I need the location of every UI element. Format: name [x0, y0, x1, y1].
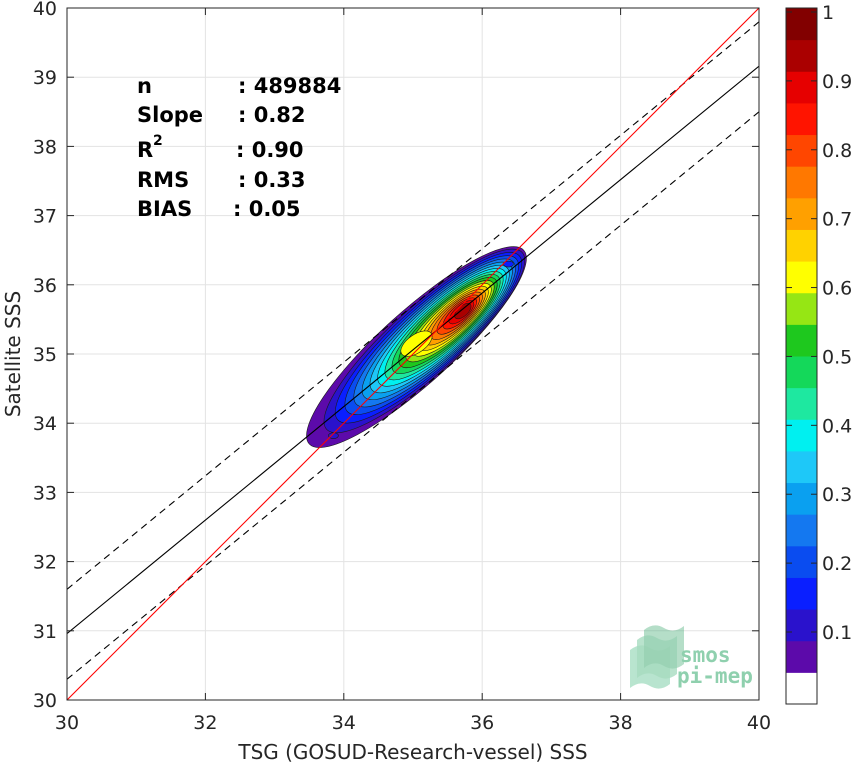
grid	[66, 7, 760, 701]
stat-value-n: : 489884	[238, 74, 341, 98]
colorbar-segment	[786, 197, 817, 230]
y-tick-label: 37	[33, 206, 57, 228]
stat-value-r2: : 0.90	[236, 138, 304, 162]
colorbar-segment	[786, 292, 817, 325]
x-tick-label: 36	[470, 712, 494, 734]
stat-key-rms: RMS	[137, 168, 189, 192]
density-small-blob	[328, 432, 339, 439]
colorbar-tick-label: 1	[822, 2, 834, 24]
y-tick-label: 34	[33, 413, 57, 435]
x-axis-ticks: 30 32 34 36 38 40	[55, 8, 771, 734]
colorbar-segment	[786, 71, 817, 104]
y-tick-label: 30	[33, 690, 57, 712]
x-axis-title: TSG (GOSUD-Research-vessel) SSS	[237, 740, 587, 764]
colorbar-tick-label: 0.5	[822, 346, 852, 368]
colorbar-segment	[786, 640, 817, 673]
colorbar-segment	[786, 8, 817, 41]
y-tick-label: 35	[33, 344, 57, 366]
regression-line	[67, 65, 759, 634]
colorbar-segment	[786, 39, 817, 72]
logo-text-pi-mep: pi-mep	[677, 664, 753, 688]
x-tick-label: 34	[332, 712, 356, 734]
colorbar-segment	[786, 545, 817, 578]
y-tick-label: 36	[33, 275, 57, 297]
x-tick-label: 30	[55, 712, 79, 734]
colorbar-segment	[786, 514, 817, 547]
y-tick-label: 33	[33, 482, 57, 504]
y-axis-title: Satellite SSS	[1, 291, 25, 417]
stat-key-r2-superscript: 2	[153, 133, 163, 149]
colorbar	[786, 8, 817, 705]
y-tick-label: 40	[33, 0, 57, 20]
stat-key-bias: BIAS	[137, 197, 192, 221]
x-tick-label: 32	[193, 712, 217, 734]
colorbar-tick-label: 0.2	[822, 553, 852, 575]
colorbar-segment	[786, 324, 817, 357]
stat-key-r2: R	[137, 138, 153, 162]
y-tick-label: 38	[33, 136, 57, 158]
stats-box: n : 489884 Slope : 0.82 R 2 : 0.90 RMS :…	[137, 74, 341, 221]
density-secondary-lobe	[400, 330, 433, 357]
colorbar-segment	[786, 229, 817, 262]
y-tick-label: 39	[33, 67, 57, 89]
wave-layers-icon	[630, 625, 684, 689]
colorbar-segment	[786, 450, 817, 484]
colorbar-segment	[786, 356, 817, 389]
stat-key-slope: Slope	[137, 103, 203, 127]
x-tick-label: 40	[747, 712, 771, 734]
stat-value-rms: : 0.33	[238, 168, 306, 192]
colorbar-segment	[786, 134, 817, 167]
colorbar-segment	[786, 672, 817, 705]
identity-line	[67, 8, 759, 700]
colorbar-tick-label: 0.9	[822, 71, 852, 93]
x-tick-label: 38	[609, 712, 633, 734]
colorbar-tick-label: 0.4	[822, 415, 852, 437]
fit-lines	[67, 8, 759, 700]
colorbar-segment	[786, 102, 817, 136]
y-tick-label: 31	[33, 621, 57, 643]
colorbar-segment	[786, 387, 817, 420]
colorbar-segment	[786, 609, 817, 642]
upper-bound-line	[67, 21, 759, 590]
colorbar-ticks: 0.1 0.2 0.3 0.4 0.5 0.6 0.7 0.8 0.9 1	[786, 2, 852, 644]
pi-mep-logo: smos pi-mep	[630, 625, 753, 689]
colorbar-tick-label: 0.6	[822, 278, 852, 300]
colorbar-segment	[786, 577, 817, 610]
colorbar-tick-label: 0.8	[822, 140, 852, 162]
stat-value-slope: : 0.82	[238, 103, 306, 127]
colorbar-segment	[786, 261, 817, 294]
colorbar-tick-label: 0.1	[822, 622, 852, 644]
colorbar-segment	[786, 166, 817, 199]
stat-key-n: n	[137, 74, 152, 98]
y-axis-ticks: 30 31 32 33 34 35 36 37 38 39 40	[33, 0, 759, 712]
colorbar-segment	[786, 419, 817, 452]
logo-text-smos: smos	[680, 643, 731, 667]
colorbar-segment	[786, 482, 817, 515]
y-tick-label: 32	[33, 552, 57, 574]
colorbar-tick-label: 0.3	[822, 484, 852, 506]
stat-value-bias: : 0.05	[233, 197, 301, 221]
colorbar-tick-label: 0.7	[822, 209, 852, 231]
